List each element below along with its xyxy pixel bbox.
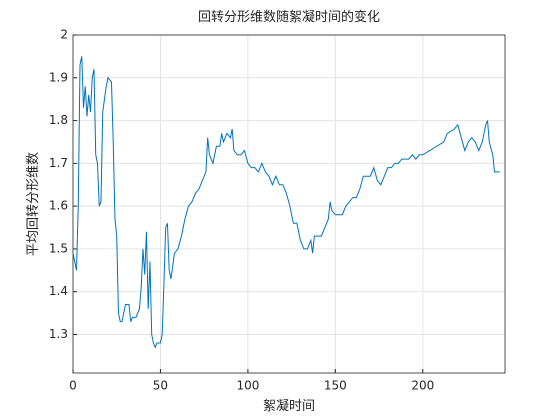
y-tick-label: 1.9 [49,70,68,84]
x-tick-label: 0 [69,379,77,393]
y-tick-label: 1.3 [49,327,68,341]
x-tick-label: 200 [411,379,434,393]
x-tick-label: 150 [324,379,347,393]
x-tick-label: 100 [236,379,259,393]
y-tick-label: 1.7 [49,156,68,170]
x-tick-label: 50 [153,379,168,393]
y-tick-label: 1.6 [49,199,68,213]
chart-title: 回转分形维数随絮凝时间的变化 [198,9,380,24]
y-tick-label: 1.5 [49,241,68,255]
data-line [72,56,500,349]
y-tick-label: 1.4 [49,284,68,298]
y-tick-label: 1.8 [49,113,68,127]
y-axis-label: 平均回转分形维数 [25,152,40,256]
plot-frame [72,34,506,374]
x-axis-label: 絮凝时间 [263,398,315,413]
y-tick-label: 2 [60,28,68,42]
